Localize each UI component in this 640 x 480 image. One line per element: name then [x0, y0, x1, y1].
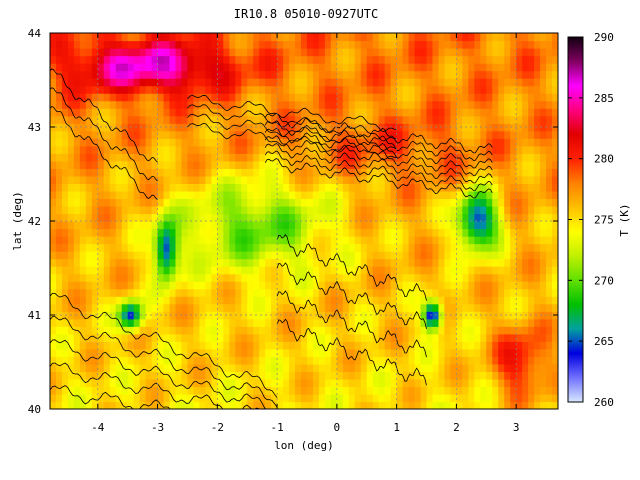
- colorbar-tick-label: 260: [594, 396, 614, 409]
- colorbar-tick-label: 285: [594, 92, 614, 105]
- colorbar-tick-label: 290: [594, 31, 614, 44]
- map-plot-area: [50, 33, 558, 409]
- x-axis-ticks: -4 -3 -2 -1 0 1 2 3: [91, 33, 519, 434]
- y-tick-label: 43: [28, 121, 41, 134]
- y-tick-label: 42: [28, 215, 41, 228]
- colorbar-tick-label: 265: [594, 335, 614, 348]
- x-tick-label: -2: [211, 421, 224, 434]
- x-tick-label: 3: [513, 421, 520, 434]
- colorbar-tick-label: 275: [594, 214, 614, 227]
- x-tick-label: 2: [453, 421, 460, 434]
- x-tick-label: 1: [393, 421, 400, 434]
- colorbar-tick-label: 280: [594, 153, 614, 166]
- x-tick-label: -3: [151, 421, 164, 434]
- x-tick-label: -4: [91, 421, 105, 434]
- chart-title: IR10.8 05010-0927UTC: [234, 7, 379, 21]
- y-tick-label: 44: [28, 27, 42, 40]
- y-tick-label: 41: [28, 309, 41, 322]
- colorbar: 260 265 270 275 280 285 290 T (K): [567, 31, 631, 409]
- x-axis-label: lon (deg): [274, 439, 334, 452]
- colorbar-label: T (K): [618, 203, 631, 236]
- colorbar-tick-label: 270: [594, 274, 614, 287]
- contour-lines: [50, 68, 493, 409]
- y-axis-ticks: 40 41 42 43 44: [28, 27, 558, 416]
- x-tick-label: 0: [334, 421, 341, 434]
- colorbar-ticks: 260 265 270 275 280 285 290: [568, 31, 614, 409]
- y-tick-label: 40: [28, 403, 41, 416]
- x-tick-label: -1: [270, 421, 283, 434]
- y-axis-label: lat (deg): [11, 191, 24, 251]
